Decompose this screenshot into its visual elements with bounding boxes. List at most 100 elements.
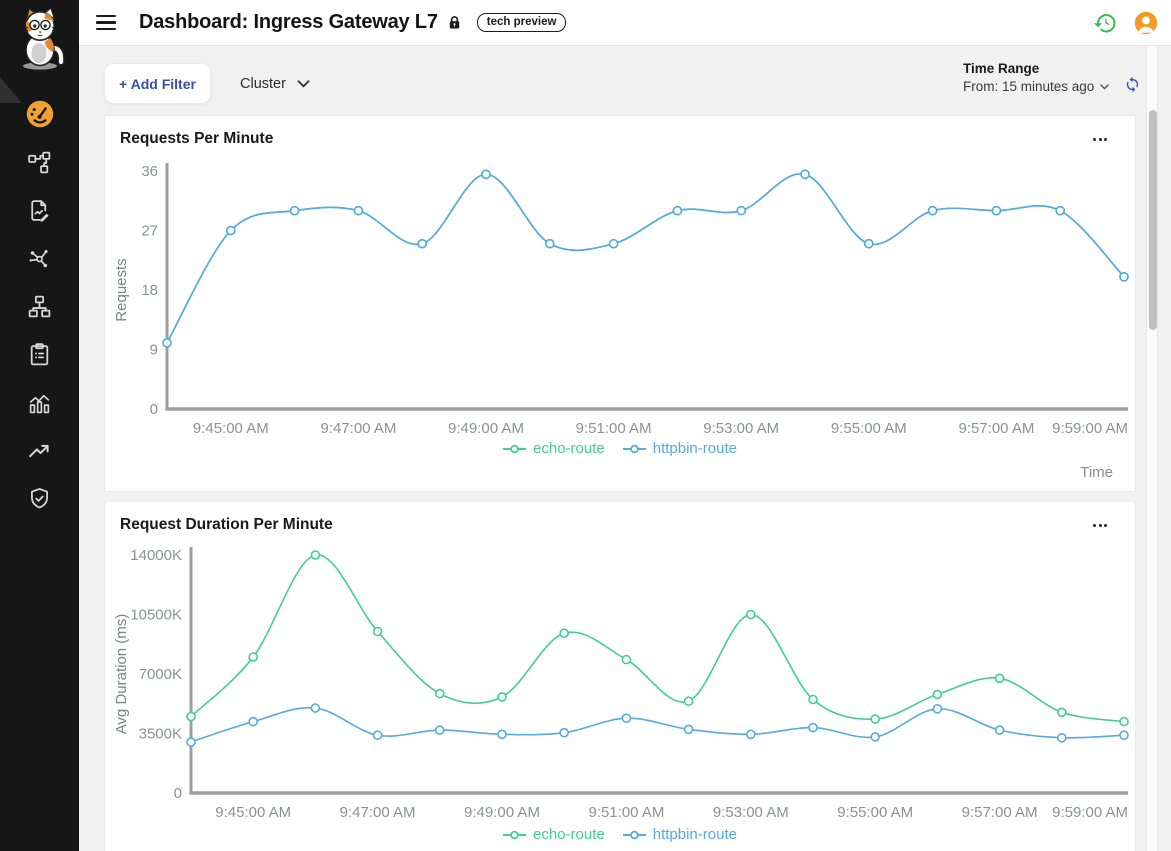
sidebar-item-sitemap[interactable] bbox=[27, 282, 52, 330]
data-point-marker[interactable] bbox=[994, 725, 1005, 735]
sidebar-item-trends[interactable] bbox=[27, 426, 52, 474]
add-filter-button[interactable]: + Add Filter bbox=[104, 63, 211, 104]
y-tick-label: 3500K bbox=[139, 726, 182, 743]
data-point-marker[interactable] bbox=[927, 205, 938, 216]
data-point-marker[interactable] bbox=[559, 628, 570, 638]
data-point-marker[interactable] bbox=[683, 724, 694, 735]
data-point-marker[interactable] bbox=[870, 714, 881, 724]
topology-icon bbox=[28, 151, 51, 173]
legend-item-httpbin-route[interactable]: httpbin-route bbox=[622, 440, 737, 457]
lock-icon bbox=[447, 14, 462, 31]
sidebar-item-analytics[interactable] bbox=[27, 378, 52, 426]
sidebar-item-dashboard[interactable] bbox=[25, 90, 55, 138]
data-point-marker[interactable] bbox=[1119, 730, 1129, 740]
data-point-marker[interactable] bbox=[808, 722, 818, 733]
legend-item-httpbin-route[interactable]: httpbin-route bbox=[622, 826, 737, 843]
user-avatar[interactable] bbox=[1134, 11, 1158, 35]
x-tick-label: 9:51:00 AM bbox=[588, 804, 664, 821]
data-point-marker[interactable] bbox=[372, 730, 383, 740]
data-point-marker[interactable] bbox=[608, 238, 619, 249]
chart-canvas[interactable]: 0 9 18 27 36 Requests 9:45:00 AM 9:47:00 AM 9:49… bbox=[105, 116, 1137, 493]
series-line-httpbin-route bbox=[166, 173, 1125, 344]
sidebar-item-document-edit[interactable] bbox=[27, 186, 52, 234]
data-point-marker[interactable] bbox=[736, 205, 747, 216]
data-point-marker[interactable] bbox=[621, 654, 632, 665]
data-point-marker[interactable] bbox=[1055, 205, 1066, 216]
sidebar bbox=[0, 0, 79, 851]
data-point-marker[interactable] bbox=[186, 711, 196, 722]
series-line-echo-route bbox=[166, 173, 1125, 344]
data-point-marker[interactable] bbox=[497, 729, 507, 740]
data-point-marker[interactable] bbox=[372, 626, 383, 637]
data-point-marker[interactable] bbox=[1056, 733, 1067, 743]
data-point-marker[interactable] bbox=[1119, 716, 1129, 727]
chevron-down-icon bbox=[1100, 83, 1110, 90]
data-point-marker[interactable] bbox=[434, 688, 445, 699]
data-point-marker[interactable] bbox=[621, 713, 632, 723]
data-point-marker[interactable] bbox=[434, 725, 445, 735]
speedometer-icon bbox=[26, 100, 53, 128]
panel-menu-icon[interactable] bbox=[1090, 521, 1110, 530]
scrollbar[interactable] bbox=[1146, 46, 1158, 851]
x-tick-label: 9:45:00 AM bbox=[193, 420, 269, 437]
y-tick-label: 36 bbox=[141, 163, 158, 180]
data-point-marker[interactable] bbox=[162, 338, 172, 348]
data-point-marker[interactable] bbox=[745, 729, 756, 740]
data-point-marker[interactable] bbox=[994, 673, 1005, 684]
data-point-marker[interactable] bbox=[186, 737, 196, 747]
sidebar-item-topology[interactable] bbox=[27, 138, 52, 186]
chart-legend: echo-route httpbin-route bbox=[105, 440, 1135, 457]
data-point-marker[interactable] bbox=[808, 694, 818, 705]
data-point-marker[interactable] bbox=[481, 169, 491, 180]
time-range-value[interactable]: From: 15 minutes ago bbox=[963, 79, 1110, 94]
legend-item-echo-route[interactable]: echo-route bbox=[503, 826, 605, 843]
data-point-marker[interactable] bbox=[310, 550, 321, 560]
bar-line-chart-icon bbox=[29, 394, 50, 413]
data-point-marker[interactable] bbox=[870, 732, 881, 742]
y-tick-label: 10500K bbox=[130, 607, 182, 624]
data-point-marker[interactable] bbox=[417, 238, 428, 249]
legend-label: echo-route bbox=[533, 440, 605, 457]
time-range-control: Time Range From: 15 minutes ago bbox=[963, 61, 1110, 94]
data-point-marker[interactable] bbox=[497, 692, 507, 702]
sidebar-item-security[interactable] bbox=[27, 474, 52, 522]
data-point-marker[interactable] bbox=[745, 609, 756, 620]
x-axis-title: Time bbox=[1080, 464, 1113, 481]
data-point-marker[interactable] bbox=[1056, 707, 1067, 718]
panel-menu-icon[interactable] bbox=[1090, 135, 1110, 144]
series-line-httpbin-route bbox=[190, 706, 1125, 743]
cluster-dropdown[interactable]: Cluster bbox=[240, 72, 310, 96]
data-point-marker[interactable] bbox=[800, 169, 810, 180]
data-point-marker[interactable] bbox=[226, 225, 236, 236]
data-point-marker[interactable] bbox=[544, 238, 555, 249]
sitemap-icon bbox=[28, 295, 51, 317]
data-point-marker[interactable] bbox=[683, 696, 694, 706]
scrollbar-thumb[interactable] bbox=[1148, 110, 1157, 330]
legend-item-echo-route[interactable]: echo-route bbox=[503, 440, 605, 457]
data-point-marker[interactable] bbox=[1119, 272, 1129, 282]
data-point-marker[interactable] bbox=[248, 652, 258, 662]
data-point-marker[interactable] bbox=[310, 703, 321, 713]
chart-canvas[interactable]: 0 3500K 7000K 10500K 14000K Avg Duration (ms)… bbox=[105, 502, 1137, 851]
data-point-marker[interactable] bbox=[991, 205, 1002, 216]
sidebar-item-network[interactable] bbox=[27, 234, 52, 282]
data-point-marker[interactable] bbox=[932, 689, 943, 700]
data-point-marker[interactable] bbox=[932, 704, 943, 714]
data-point-marker[interactable] bbox=[289, 205, 300, 216]
data-point-marker[interactable] bbox=[559, 727, 570, 738]
data-point-marker[interactable] bbox=[353, 205, 364, 216]
y-axis-title: Requests bbox=[113, 258, 130, 321]
y-axis-title: Avg Duration (ms) bbox=[113, 614, 130, 735]
cat-mascot-logo[interactable] bbox=[9, 4, 71, 72]
refresh-icon[interactable] bbox=[1124, 76, 1141, 93]
legend-marker-icon bbox=[622, 830, 646, 839]
data-point-marker[interactable] bbox=[863, 238, 874, 249]
sidebar-item-clipboard[interactable] bbox=[27, 330, 52, 378]
hamburger-menu-icon[interactable] bbox=[96, 14, 116, 31]
legend-marker-icon bbox=[503, 444, 527, 453]
data-point-marker[interactable] bbox=[248, 716, 258, 727]
legend-marker-icon bbox=[622, 444, 646, 453]
history-icon[interactable] bbox=[1093, 11, 1117, 35]
requests-chart: 0 9 18 27 36 Requests 9:45:00 AM 9:47:00 AM 9:49… bbox=[105, 116, 1137, 493]
data-point-marker[interactable] bbox=[672, 205, 683, 216]
